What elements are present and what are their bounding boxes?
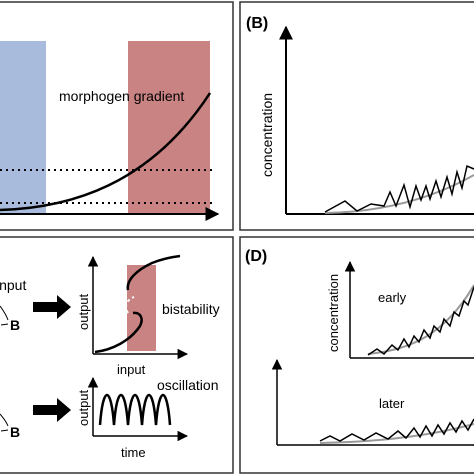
panel-b-smooth-curve — [324, 174, 474, 214]
panel-a-frame — [0, 1, 234, 231]
early-y-label: concentration — [326, 274, 341, 352]
blue-zone — [0, 41, 46, 214]
bistability-y-label: output — [76, 293, 91, 330]
node-b-2: B — [10, 424, 20, 440]
panel-b-frame — [239, 1, 474, 231]
panel-c: input B output input bistability B outpu… — [0, 236, 234, 474]
big-arrow-2 — [33, 398, 71, 422]
big-arrow-1 — [33, 295, 71, 319]
oscillation-y-label: output — [76, 389, 91, 426]
later-label: later — [379, 396, 405, 411]
early-label: early — [378, 290, 407, 305]
later-smooth-curve — [319, 423, 474, 444]
bistability-annotation: bistability — [162, 301, 220, 317]
network-edge-2 — [0, 413, 9, 427]
panel-c-frame — [0, 236, 234, 474]
panel-b-label: (B) — [246, 15, 268, 32]
bistability-upper-branch — [126, 254, 181, 291]
morphogen-gradient-curve — [0, 92, 212, 212]
bistability-x-label: input — [117, 362, 146, 377]
panel-d-label: (D) — [245, 248, 267, 265]
oscillation-wave — [98, 393, 172, 426]
network-edge-1 — [0, 305, 9, 321]
oscillation-x-label: time — [121, 445, 146, 460]
later-noisy-signal — [319, 418, 474, 442]
panel-b-y-axis-label: concentration — [259, 93, 275, 177]
panel-b-noisy-signal — [324, 164, 474, 213]
network-edge-2-dash — [0, 429, 9, 432]
panel-d: (D) concentration early later — [239, 236, 474, 474]
panel-d-frame — [239, 236, 474, 474]
red-zone — [128, 41, 210, 214]
network-edge-1-dash — [0, 323, 9, 326]
early-noisy-signal — [367, 286, 474, 356]
input-label: input — [0, 277, 26, 293]
morphogen-gradient-label: morphogen gradient — [59, 88, 184, 104]
bistability-lower-branch — [94, 311, 143, 354]
oscillation-annotation: oscillation — [157, 377, 218, 393]
panel-a: morphogen gradient — [0, 1, 234, 231]
node-b-1: B — [10, 317, 20, 333]
bistability-unstable-branch — [125, 296, 135, 314]
panel-b: (B) concentration — [239, 1, 474, 231]
